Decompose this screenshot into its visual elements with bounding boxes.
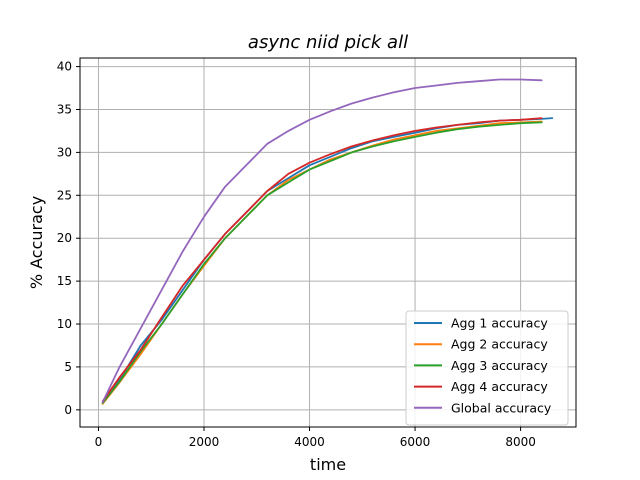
- y-tick-label: 30: [57, 145, 72, 159]
- x-tick-label: 0: [95, 435, 103, 449]
- series-line-global-accuracy: [101, 78, 543, 404]
- legend-label: Agg 2 accuracy: [451, 337, 548, 352]
- y-tick-label: 5: [64, 360, 72, 374]
- x-tick-label: 6000: [400, 435, 431, 449]
- y-tick-label: 40: [57, 60, 72, 74]
- legend-label: Agg 4 accuracy: [451, 379, 548, 394]
- y-tick-label: 0: [64, 403, 72, 417]
- y-tick-label: 35: [57, 102, 72, 116]
- series-layer: [101, 78, 554, 405]
- chart-title: async niid pick all: [248, 32, 408, 53]
- y-tick-label: 25: [57, 188, 72, 202]
- ticks: 0 2000 4000 6000 8000 0 5 10 15 20 25 30 35 40: [57, 60, 536, 449]
- plot-frame: [79, 57, 577, 428]
- series-line-agg-4-accuracy: [101, 117, 543, 403]
- x-tick-label: 8000: [505, 435, 536, 449]
- y-tick-label: 20: [57, 231, 72, 245]
- legend-label: Agg 3 accuracy: [451, 358, 548, 373]
- x-axis-label: time: [310, 455, 346, 474]
- legend-label: Global accuracy: [451, 400, 552, 415]
- x-tick-label: 4000: [294, 435, 325, 449]
- legend-box: [405, 310, 569, 426]
- x-tick-label: 2000: [189, 435, 220, 449]
- y-tick-label: 10: [57, 317, 72, 331]
- legend: Agg 1 accuracy Agg 2 accuracy Agg 3 accura…: [405, 310, 569, 426]
- legend-label: Agg 1 accuracy: [451, 316, 548, 331]
- y-tick-label: 15: [57, 274, 72, 288]
- series-line-agg-3-accuracy: [101, 121, 543, 404]
- y-axis-label: % Accuracy: [27, 196, 46, 289]
